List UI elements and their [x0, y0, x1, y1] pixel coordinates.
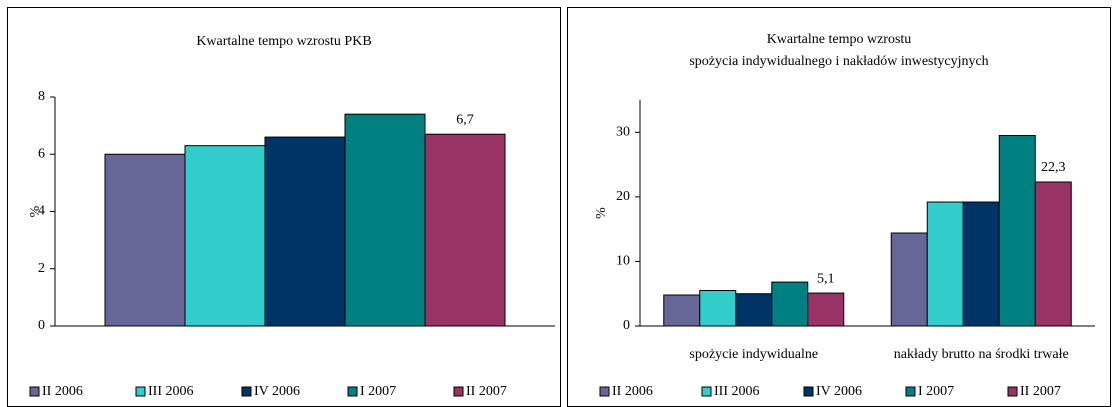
bar — [926, 201, 964, 327]
legend-swatch — [701, 386, 712, 397]
bar — [699, 289, 737, 327]
legend-swatch — [803, 386, 814, 397]
y-axis-label: % — [28, 205, 43, 217]
y-tick-label: 2 — [38, 261, 45, 276]
legend-swatch — [453, 386, 464, 397]
bar — [890, 232, 928, 327]
bar — [771, 281, 809, 327]
bar — [962, 201, 1000, 327]
x-tick-label: spożycie indywidualne — [689, 347, 818, 362]
bar — [807, 292, 845, 327]
data-label: 6,7 — [456, 112, 474, 127]
data-label: 5,1 — [817, 271, 835, 286]
y-tick-label: 10 — [616, 254, 630, 269]
bar — [735, 293, 773, 327]
y-tick-label: 4 — [38, 204, 45, 219]
bar — [264, 136, 346, 327]
legend-label: II 2006 — [42, 384, 83, 399]
legend-label: I 2007 — [918, 384, 954, 399]
legend-label: I 2007 — [360, 384, 396, 399]
bar — [184, 145, 266, 327]
legend-label: III 2006 — [148, 384, 194, 399]
legend-label: II 2007 — [1020, 384, 1061, 399]
legend-swatch — [135, 386, 146, 397]
y-tick-label: 8 — [38, 89, 45, 104]
legend-swatch — [599, 386, 610, 397]
bar — [998, 135, 1036, 327]
x-tick-label: nakłady brutto na środki trwałe — [894, 347, 1069, 362]
legend-swatch — [1007, 386, 1018, 397]
legend-swatch — [347, 386, 358, 397]
data-label: 22,3 — [1041, 160, 1066, 175]
bar — [104, 153, 186, 327]
legend-label: III 2006 — [714, 384, 760, 399]
legend-swatch — [241, 386, 252, 397]
bar — [663, 294, 701, 327]
legend-swatch — [29, 386, 40, 397]
y-tick-label: 20 — [616, 189, 630, 204]
bar — [344, 113, 426, 327]
legend-swatch — [905, 386, 916, 397]
legend-label: II 2006 — [612, 384, 653, 399]
legend-label: II 2007 — [466, 384, 507, 399]
chart-title: Kwartalne tempo wzrostu — [767, 32, 912, 47]
chart-title: Kwartalne tempo wzrostu PKB — [196, 34, 371, 49]
legend-label: IV 2006 — [254, 384, 300, 399]
chart-title: spożycia indywidualnego i nakładów inwes… — [689, 54, 988, 69]
y-axis-label: % — [594, 207, 609, 219]
y-tick-label: 0 — [623, 318, 630, 333]
y-tick-label: 30 — [616, 125, 630, 140]
y-tick-label: 6 — [38, 146, 45, 161]
legend-label: IV 2006 — [816, 384, 862, 399]
y-tick-label: 0 — [38, 318, 45, 333]
bar — [424, 133, 506, 327]
bar — [1034, 181, 1072, 327]
